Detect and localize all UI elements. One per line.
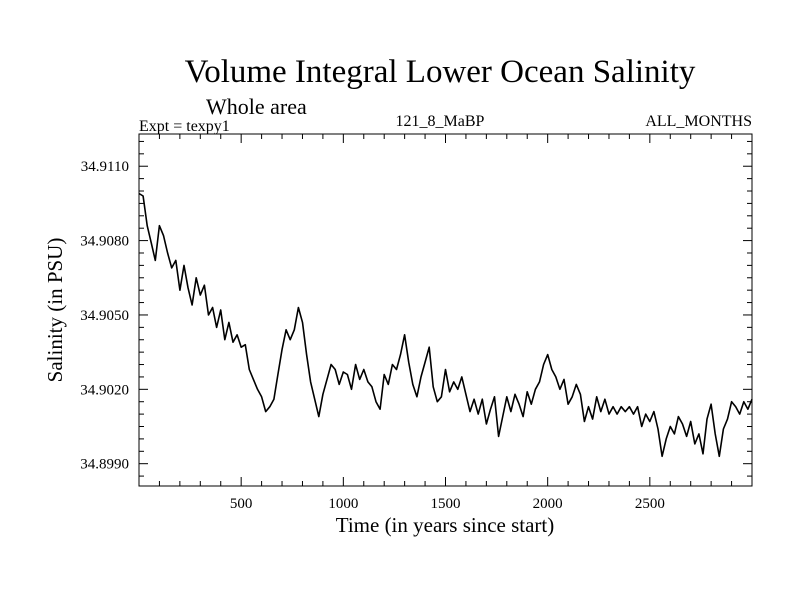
y-tick-label: 34.9080: [80, 234, 129, 250]
x-tick-label: 500: [230, 496, 253, 512]
chart-subtitle: Whole area: [206, 94, 307, 119]
y-tick-labels: 34.8990 34.9020 34.9050 34.9080 34.9110: [80, 159, 129, 472]
chart-title: Volume Integral Lower Ocean Salinity: [185, 54, 696, 90]
y-tick-label: 34.9020: [80, 382, 129, 398]
x-tick-labels: 500 1000 1500 2000 2500: [230, 496, 665, 512]
x-tick-label: 1500: [431, 496, 461, 512]
x-axis-label: Time (in years since start): [336, 513, 555, 537]
y-tick-label: 34.9050: [80, 308, 129, 324]
x-tick-label: 1000: [328, 496, 358, 512]
period-label: 121_8_MaBP: [396, 113, 485, 130]
experiment-label: Expt = texpy1: [139, 118, 230, 135]
plot-frame: [138, 133, 753, 487]
y-tick-label: 34.9110: [81, 159, 129, 175]
salinity-series-line: [138, 192, 753, 458]
x-tick-label: 2000: [533, 496, 563, 512]
y-tick-label: 34.8990: [80, 457, 129, 473]
x-tick-label: 2500: [635, 496, 665, 512]
axis-ticks: [139, 134, 752, 486]
y-axis-label: Salinity (in PSU): [43, 238, 67, 383]
months-label: ALL_MONTHS: [645, 113, 752, 130]
